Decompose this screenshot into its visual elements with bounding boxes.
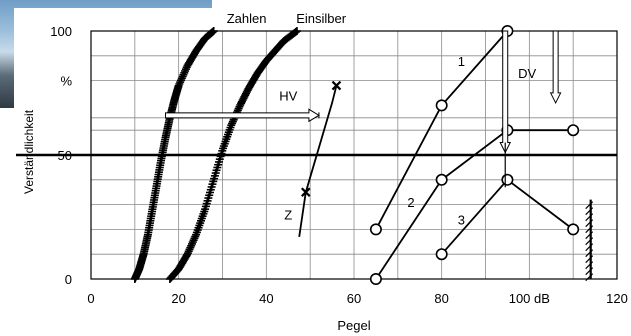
arrows-layer: [165, 30, 562, 188]
annotation-2: 2: [407, 195, 414, 210]
annotation-einsilber: Einsilber: [296, 11, 347, 26]
data-point: [567, 124, 580, 137]
data-point: [435, 173, 448, 186]
series-z: [298, 80, 342, 237]
y-tick-label-x: %: [60, 74, 72, 89]
hatch-limit: [585, 199, 594, 282]
series-line-z: [298, 85, 338, 237]
series-einsilber: [165, 27, 302, 283]
series-zahlen: [130, 27, 218, 283]
hatch-stroke: [585, 201, 594, 210]
hatch-stroke: [585, 231, 594, 240]
y-axis-label: Verständlichkeit: [22, 109, 36, 194]
x-tick-label-80: 80: [434, 291, 448, 306]
plot-frame-rect: [90, 30, 618, 280]
data-point: [501, 173, 514, 186]
x-tick-label-40: 40: [259, 291, 273, 306]
labels-layer: 0 20 40 60 80 100 dB 120 0 50% 100 Zahlen Einsilber…: [50, 11, 628, 306]
hatch-stroke: [585, 249, 594, 258]
x-tick-label-100-db: 100 dB: [509, 291, 550, 306]
annotation-1: 1: [458, 54, 465, 69]
figure-background: [14, 8, 234, 128]
annotation-zahlen: Zahlen: [227, 11, 267, 26]
annotation-dv: DV: [518, 66, 536, 81]
data-point: [435, 248, 448, 261]
data-point: [567, 223, 580, 236]
hatch-stroke: [585, 261, 594, 270]
data-point: [369, 223, 382, 236]
hatch-stroke: [585, 243, 594, 252]
annotation-hv: HV: [279, 88, 297, 103]
hatch-stroke: [585, 255, 594, 264]
series-layer: [130, 24, 580, 285]
data-point: [369, 272, 382, 285]
hatch-stroke: [585, 267, 594, 276]
x-tick-label-120: 120: [606, 291, 628, 306]
hv-arrow: [165, 108, 320, 123]
y-tick-label-50: 50: [58, 148, 72, 163]
data-point: [331, 80, 342, 91]
dv-arrow-1: [499, 30, 512, 154]
x-tick-label-60: 60: [347, 291, 361, 306]
data-point: [435, 99, 448, 112]
hatch-stroke: [585, 237, 594, 246]
plot-frame: [90, 30, 618, 280]
annotation-z: Z: [284, 208, 292, 223]
x-tick-label-20: 20: [171, 291, 185, 306]
y-tick-label-0: 0: [65, 272, 72, 287]
hatch-stroke: [585, 225, 594, 234]
dv-arrow-2: [549, 30, 562, 105]
y-tick-label-100: 100: [50, 24, 72, 39]
x-axis-label: Pegel: [337, 318, 370, 333]
hatch-stroke: [585, 213, 594, 222]
x-tick-label-0: 0: [87, 291, 94, 306]
series-3: [435, 173, 580, 261]
data-point: [301, 187, 311, 197]
hatch-stroke: [585, 219, 594, 228]
series-line-2: [375, 129, 574, 280]
annotation-3: 3: [458, 212, 465, 227]
hatch-stroke: [585, 207, 594, 216]
